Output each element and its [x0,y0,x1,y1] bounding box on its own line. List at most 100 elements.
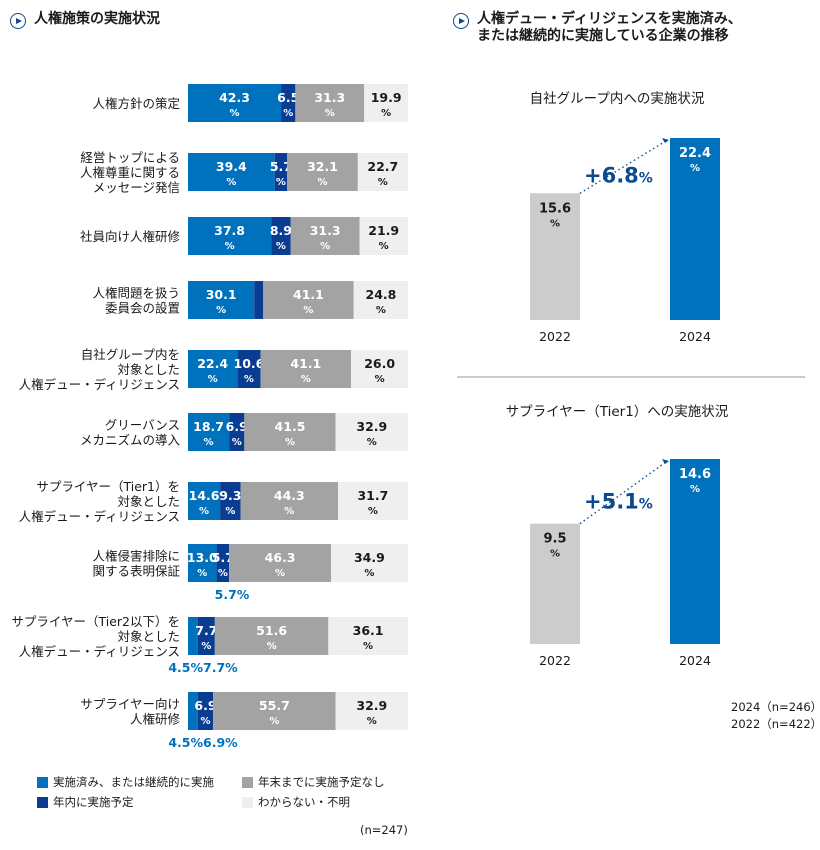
play-circle-icon [10,13,26,29]
value-unit-done: % [208,374,218,385]
year-axis-label-2024: 2024 [679,329,711,344]
category-label-4: 委員会の設置 [105,301,180,316]
value-unit-unknown: % [368,506,378,517]
category-label-10: サプライヤー向け [80,697,180,712]
value-label-within-year: 8.9 [270,223,292,238]
legend-swatch-unknown [242,796,253,808]
value-label-unknown: 21.9 [368,223,399,238]
right-heading: 人権デュー・ディリジェンスを実施済み、 または継続的に実施している企業の推移 [453,11,742,45]
left-sample-size: (n=247) [360,823,408,837]
year-bar-unit-2022: % [550,549,560,560]
value-label-within-year: 5.7 [212,550,234,565]
right-sample-size-2024: 2024（n=246） [731,700,820,714]
category-label-1: 人権方針の策定 [92,96,180,111]
value-label-within-year: 6.9 [226,419,248,434]
value-label-done: 13.0 [187,550,218,565]
value-unit-unknown: % [381,108,391,119]
value-unit-done: % [230,108,240,119]
bar-segment-within-year [197,617,215,655]
bar-segment-by-year-end [295,84,365,122]
value-unit-within-year: % [232,437,242,448]
year-axis-label-2022: 2022 [539,329,571,344]
value-label-within-year: 6.9 [194,698,216,713]
value-unit-done: % [216,305,226,316]
value-label-by-year-end: 31.3 [314,90,345,105]
trend-arrow-head [662,459,669,464]
value-label-by-year-end: 41.1 [290,356,321,371]
category-label-7: サプライヤー（Tier1）を [36,479,180,494]
value-unit-unknown: % [375,374,385,385]
legend-label-unknown: わからない・不明 [258,795,350,809]
year-chart-title-2: サプライヤー（Tier1）への実施状況 [506,404,729,420]
category-label-2: メッセージ発信 [93,180,180,195]
value-label-unknown: 24.8 [366,287,397,302]
bar-segment-within-year [281,84,296,122]
value-label-by-year-end: 46.3 [265,550,296,565]
year-bar-2022 [530,523,580,644]
value-label-within-year: 10.6 [234,356,265,371]
value-label-done: 37.8 [214,223,245,238]
value-label-by-year-end: 41.1 [293,287,324,302]
value-unit-by-year-end: % [318,177,328,188]
value-unit-by-year-end: % [269,716,279,727]
legend-item-within-year: 年内に実施予定 [37,794,134,810]
trend-dotted-line [579,140,667,194]
bar-segment-by-year-end [244,413,336,451]
category-label-9: 対象とした [117,629,180,644]
value-unit-by-year-end: % [303,305,313,316]
legend-swatch-by-year-end [242,776,253,788]
value-unit-by-year-end: % [320,241,330,252]
legend-swatch-within-year [37,796,48,808]
value-label-done: 42.3 [219,90,250,105]
bar-segment-done [188,217,272,255]
bar-segment-done [188,617,198,655]
left-heading-text: 人権施策の実施状況 [34,11,160,27]
legend-label-done: 実施済み、または継続的に実施 [53,775,214,789]
value-label-unknown: 31.7 [357,488,388,503]
bar-segment-by-year-end [214,617,329,655]
bar-segment-within-year [237,350,261,388]
year-bar-2024 [670,138,720,320]
bar-segment-by-year-end [263,281,354,319]
right-heading-line1: 人権デュー・ディリジェンスを実施済み、 [477,11,742,27]
year-bar-value-2022: 15.6 [539,201,571,216]
value-unit-unknown: % [376,305,386,316]
value-label-unknown: 34.9 [354,550,385,565]
bar-segment-by-year-end [229,544,331,582]
value-unit-within-year: % [276,241,286,252]
bar-segment-within-year [229,413,245,451]
outside-value-label: 4.5%7.7% [168,660,238,675]
category-label-8: 関する表明保証 [92,564,180,579]
year-bar-2024 [670,459,720,644]
year-bar-unit-2024: % [690,163,700,174]
outside-value-label: 5.7% [215,587,250,602]
value-label-within-year: 6.5 [277,90,299,105]
category-label-5: 自社グループ内を [81,347,180,362]
value-unit-unknown: % [367,716,377,727]
category-label-9: サプライヤー（Tier2以下）を [11,614,180,629]
category-label-4: 人権問題を扱う [92,286,180,301]
bar-segment-by-year-end [260,350,352,388]
bar-segment-done [188,350,238,388]
year-bar-unit-2022: % [550,218,560,229]
value-unit-by-year-end: % [284,506,294,517]
bar-segment-by-year-end [240,482,339,520]
value-label-done: 39.4 [216,159,247,174]
bar-segment-done [188,153,275,191]
value-label-by-year-end: 51.6 [256,623,287,638]
category-label-6: グリーバンス [105,418,180,433]
value-unit-by-year-end: % [275,568,285,579]
value-unit-within-year: % [244,374,254,385]
bar-segment-unknown [364,84,408,122]
delta-label-number: +6.8 [584,164,639,188]
bar-segment-done [188,281,255,319]
bar-segment-within-year [220,482,241,520]
bar-segment-by-year-end [290,217,360,255]
bar-segment-by-year-end [287,153,358,191]
value-label-by-year-end: 32.1 [307,159,338,174]
bar-segment-done [188,482,221,520]
value-unit-within-year: % [283,108,293,119]
category-label-9: 人権デュー・ディリジェンス [19,644,180,659]
bar-segment-done [188,692,198,730]
bar-segment-done [188,84,282,122]
